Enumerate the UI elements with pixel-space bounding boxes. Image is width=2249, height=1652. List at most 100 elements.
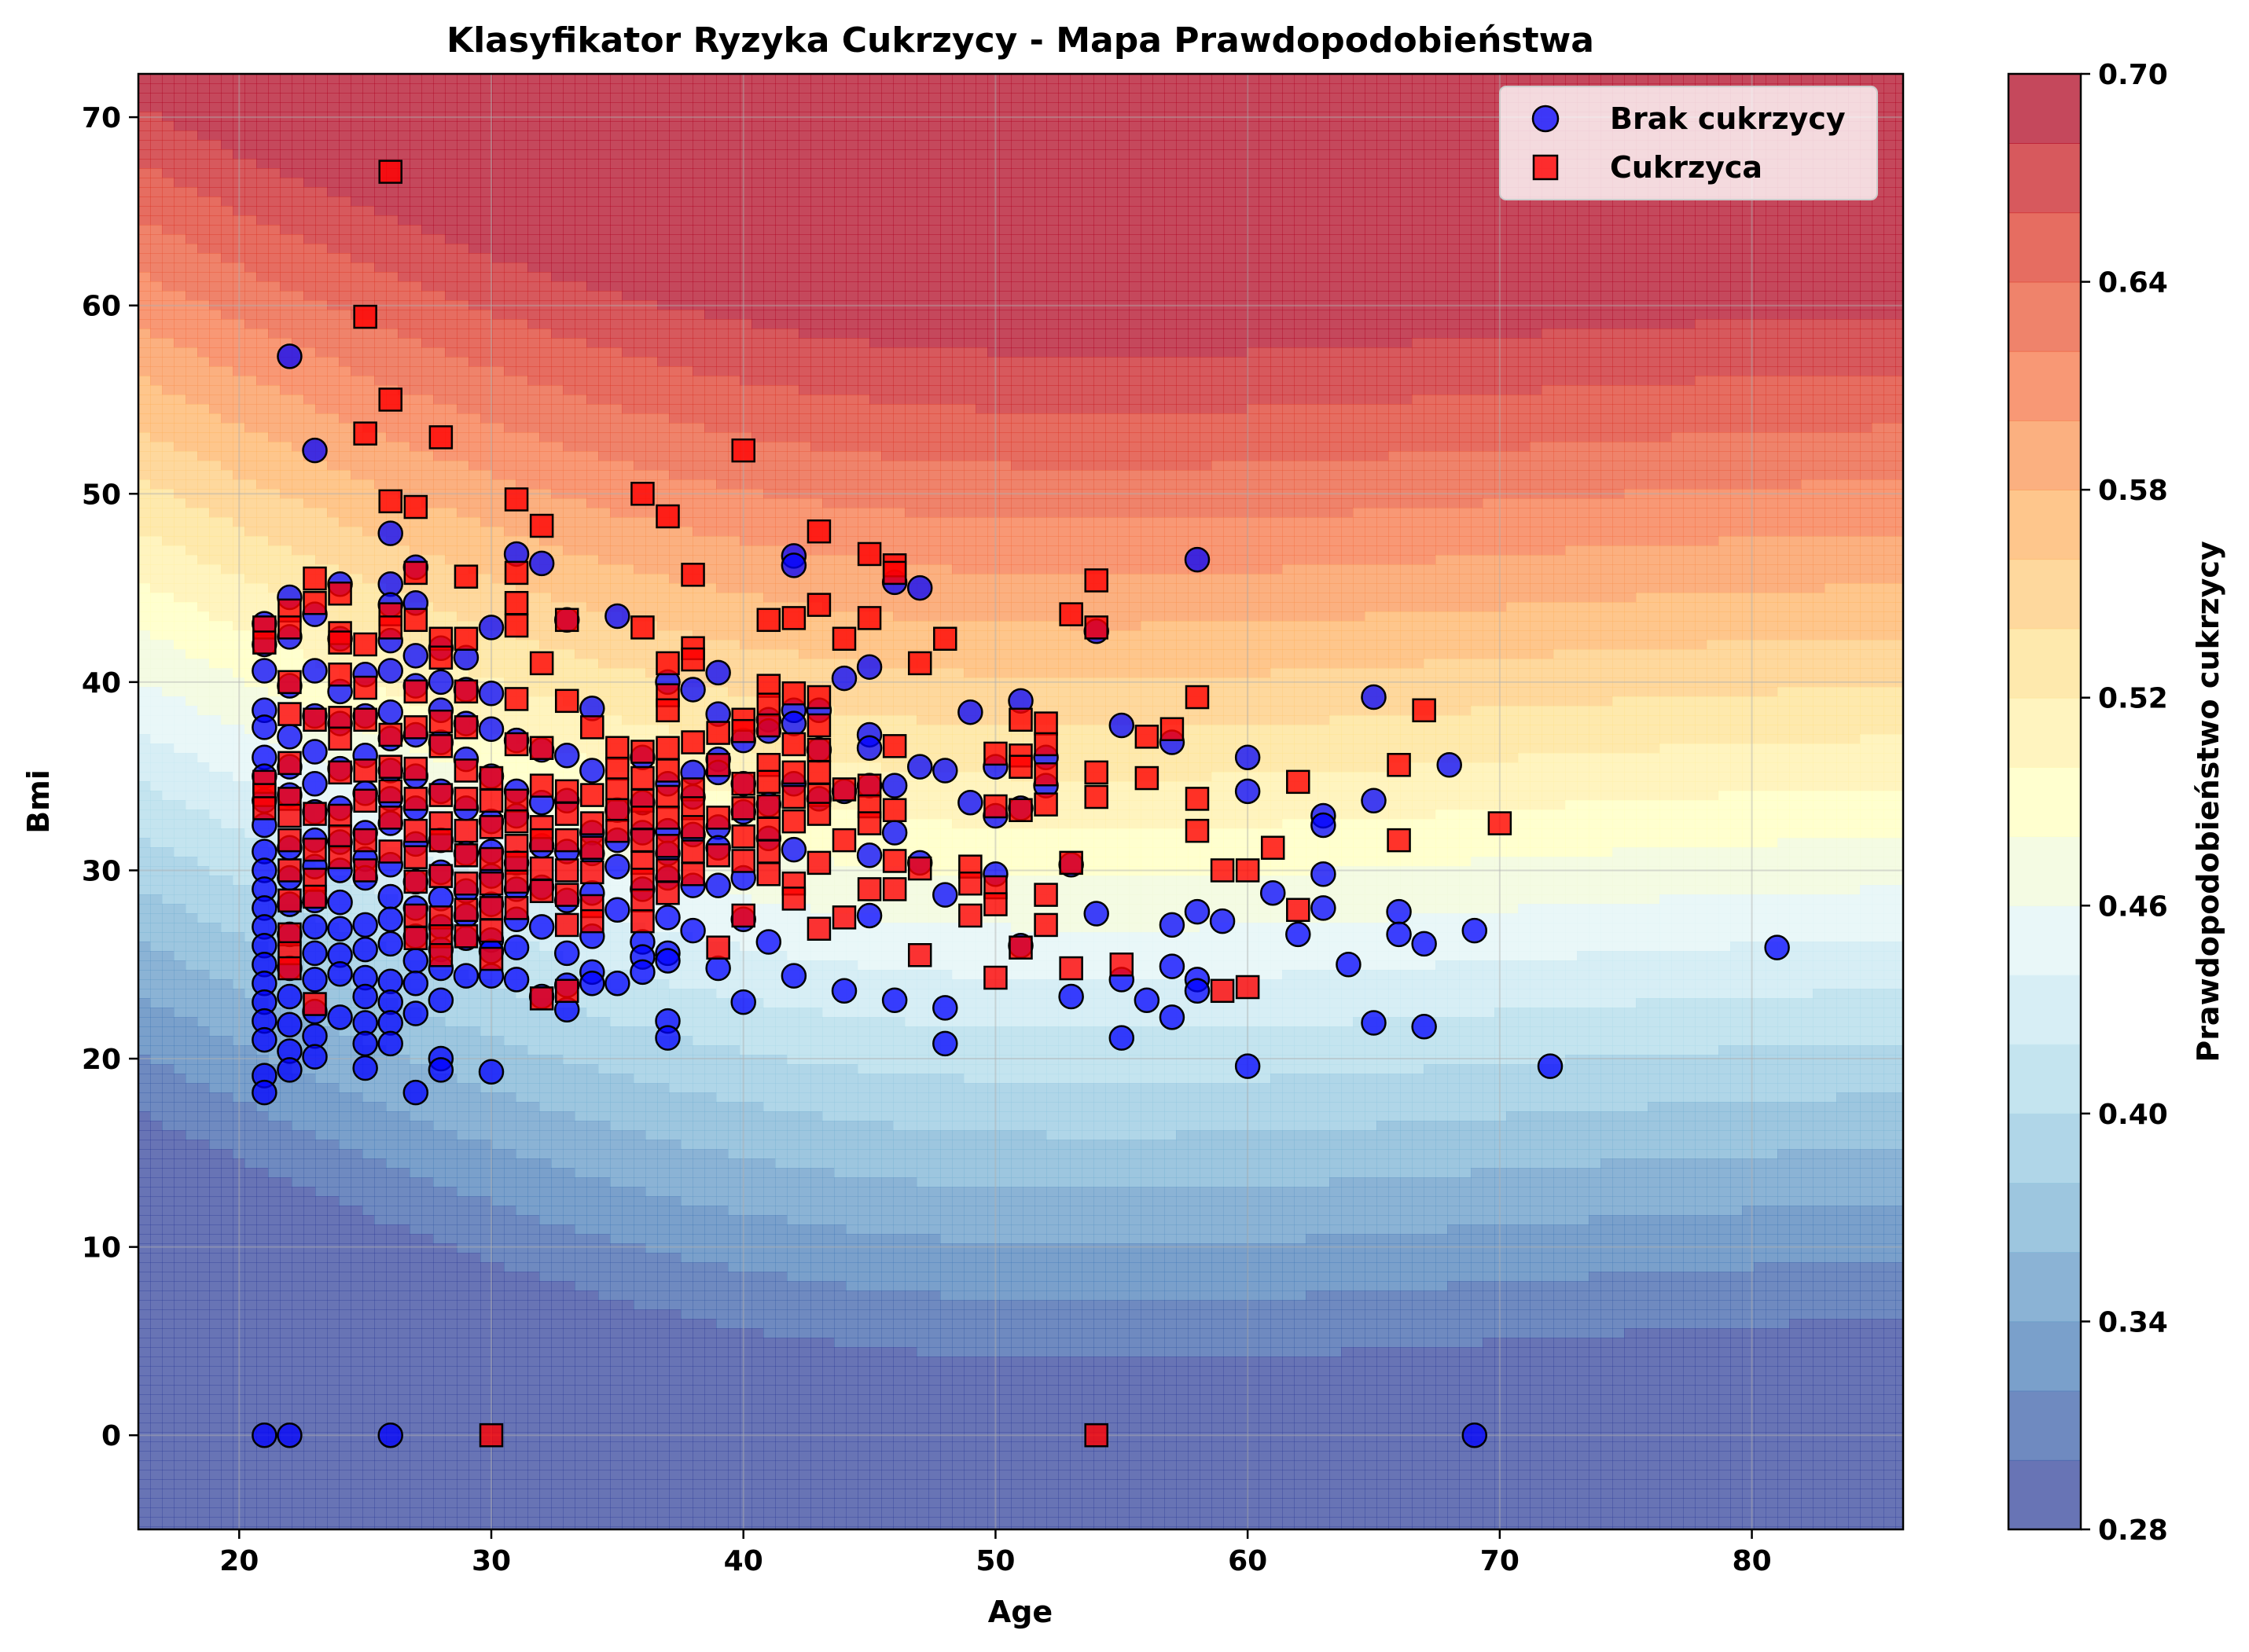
surface-cell <box>197 1017 210 1027</box>
surface-cell <box>410 347 422 358</box>
surface-cell <box>386 479 399 490</box>
surface-cell <box>339 1385 351 1395</box>
surface-cell <box>292 1083 304 1093</box>
surface-cell <box>197 1441 210 1452</box>
surface-cell <box>174 743 186 754</box>
surface-cell <box>351 130 363 141</box>
surface-cell <box>162 1262 175 1272</box>
surface-cell <box>150 904 163 914</box>
surface-cell <box>457 998 469 1008</box>
surface-cell <box>433 1347 446 1357</box>
surface-cell <box>292 83 304 94</box>
surface-cell <box>457 442 469 452</box>
surface-cell <box>256 1149 269 1159</box>
surface-cell <box>221 423 233 433</box>
surface-cell <box>315 413 328 424</box>
surface-cell <box>504 93 516 103</box>
surface-cell <box>197 1460 210 1470</box>
surface-cell <box>351 1432 363 1442</box>
surface-cell <box>339 196 351 207</box>
surface-cell <box>280 310 292 320</box>
surface-cell <box>280 1479 292 1489</box>
surface-cell <box>374 1177 387 1188</box>
surface-cell <box>268 291 281 301</box>
surface-cell <box>492 753 505 763</box>
surface-cell <box>315 1507 328 1518</box>
surface-cell <box>244 1413 257 1423</box>
surface-cell <box>209 1026 222 1037</box>
surface-cell <box>174 1404 186 1414</box>
surface-cell <box>186 1526 198 1529</box>
surface-cell <box>480 366 493 376</box>
surface-cell <box>150 1366 163 1376</box>
surface-cell <box>150 979 163 989</box>
surface-cell <box>150 800 163 810</box>
surface-cell <box>410 206 422 216</box>
surface-cell <box>457 74 469 84</box>
surface-cell <box>469 1206 481 1216</box>
surface-cell <box>492 998 505 1008</box>
surface-cell <box>315 272 328 282</box>
surface-cell <box>186 1102 198 1112</box>
surface-cell <box>362 1347 375 1357</box>
surface-cell <box>221 395 233 405</box>
surface-cell <box>327 1423 340 1433</box>
surface-cell <box>138 395 151 405</box>
surface-cell <box>445 555 458 565</box>
surface-cell <box>457 338 469 348</box>
surface-cell <box>504 470 516 480</box>
surface-cell <box>150 347 163 358</box>
surface-cell <box>268 442 281 452</box>
surface-cell <box>410 1111 422 1122</box>
surface-cell <box>410 168 422 178</box>
surface-cell <box>504 1074 516 1084</box>
surface-cell <box>292 112 304 122</box>
surface-cell <box>303 244 316 254</box>
surface-cell <box>516 253 528 263</box>
surface-cell <box>315 1140 328 1150</box>
surface-cell <box>374 1290 387 1301</box>
surface-cell <box>504 281 516 292</box>
surface-cell <box>315 376 328 386</box>
surface-cell <box>362 1111 375 1122</box>
surface-cell <box>256 1140 269 1150</box>
surface-cell <box>197 989 210 999</box>
surface-cell <box>197 1111 210 1122</box>
surface-cell <box>374 1470 387 1480</box>
surface-cell <box>186 696 198 707</box>
surface-cell <box>292 1262 304 1272</box>
surface-cell <box>197 1177 210 1188</box>
surface-cell <box>186 894 198 905</box>
surface-cell <box>469 1121 481 1131</box>
surface-cell <box>492 196 505 207</box>
surface-cell <box>138 819 151 829</box>
surface-cell <box>398 1498 410 1508</box>
surface-cell <box>433 1479 446 1489</box>
surface-cell <box>398 470 410 480</box>
surface-cell <box>280 555 292 565</box>
surface-cell <box>256 319 269 329</box>
surface-cell <box>186 772 198 782</box>
surface-cell <box>244 479 257 490</box>
surface-cell <box>315 395 328 405</box>
surface-cell <box>445 206 458 216</box>
surface-cell <box>197 1102 210 1112</box>
surface-cell <box>233 847 245 857</box>
surface-cell <box>516 140 528 150</box>
surface-cell <box>480 1187 493 1197</box>
surface-cell <box>256 517 269 527</box>
surface-cell <box>174 281 186 292</box>
surface-cell <box>469 376 481 386</box>
surface-cell <box>339 432 351 442</box>
surface-cell <box>280 1215 292 1225</box>
surface-cell <box>244 93 257 103</box>
surface-cell <box>197 74 210 84</box>
surface-cell <box>457 1366 469 1376</box>
surface-cell <box>150 857 163 867</box>
surface-cell <box>197 225 210 235</box>
surface-cell <box>421 1375 434 1386</box>
surface-cell <box>174 83 186 94</box>
surface-cell <box>303 423 316 433</box>
surface-cell <box>292 196 304 207</box>
surface-cell <box>433 404 446 414</box>
